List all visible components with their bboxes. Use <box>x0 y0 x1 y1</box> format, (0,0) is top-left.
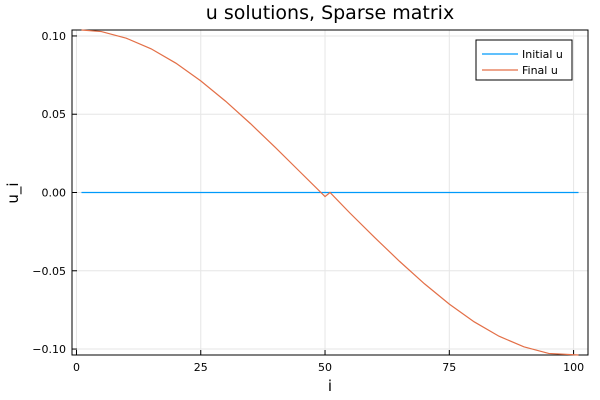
x-tick-label: 25 <box>194 361 208 374</box>
x-tick-label: 50 <box>318 361 332 374</box>
legend: Initial u Final u <box>475 39 573 81</box>
y-tick-label: 0.05 <box>42 108 67 121</box>
y-tick-label: 0.10 <box>42 30 67 43</box>
x-tick-label: 75 <box>442 361 456 374</box>
y-tick-label: −0.10 <box>32 343 66 356</box>
legend-box <box>475 39 573 81</box>
x-tick-label: 100 <box>563 361 584 374</box>
series-layer <box>81 29 579 356</box>
x-tick-label: 0 <box>73 361 80 374</box>
x-axis-label: i <box>328 377 332 395</box>
y-tick-label: −0.05 <box>32 265 66 278</box>
y-axis-label: u_i <box>4 182 23 203</box>
legend-entry-initial-u: Initial u <box>522 48 563 61</box>
y-tick-label: 0.00 <box>42 187 67 200</box>
chart-title: u solutions, Sparse matrix <box>206 2 454 24</box>
series-line-final-u <box>81 29 579 356</box>
legend-entry-final-u: Final u <box>522 64 558 77</box>
tick-layer: 0 25 50 75 100 −0.10 −0.05 0.00 0.05 0.10 <box>32 30 584 374</box>
